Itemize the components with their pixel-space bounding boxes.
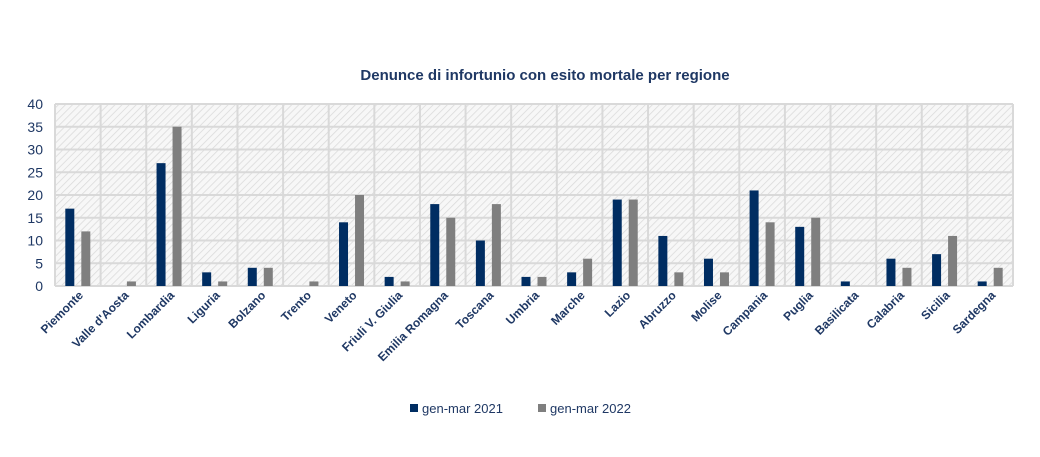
bar-2022 xyxy=(811,217,821,286)
legend-swatch xyxy=(538,404,546,412)
x-tick-label: Sardegna xyxy=(950,288,999,337)
bar-2022 xyxy=(537,276,547,286)
bar-2021 xyxy=(658,235,668,286)
x-tick-label: Veneto xyxy=(322,288,360,326)
x-tick-label: Calabria xyxy=(864,288,908,332)
x-tick-label: Piemonte xyxy=(38,288,86,336)
bar-2021 xyxy=(749,190,759,286)
x-tick-label: Umbria xyxy=(503,288,542,327)
y-tick-label: 15 xyxy=(27,210,43,226)
bar-2021 xyxy=(521,276,531,286)
bar-2021 xyxy=(430,204,440,286)
y-tick-label: 0 xyxy=(35,278,43,294)
x-tick-label: Puglia xyxy=(780,288,816,324)
y-tick-label: 10 xyxy=(27,233,43,249)
bar-2021 xyxy=(339,222,349,286)
bar-2022 xyxy=(583,258,593,286)
bar-2021 xyxy=(202,272,212,286)
bar-2022 xyxy=(765,222,775,286)
legend-label: gen-mar 2021 xyxy=(422,401,503,416)
bar-2022 xyxy=(491,204,501,286)
bar-2022 xyxy=(948,235,958,286)
x-tick-label: Campania xyxy=(720,288,771,339)
x-tick-label: Molise xyxy=(688,288,725,325)
x-tick-label: Basilicata xyxy=(812,288,862,338)
bar-2022 xyxy=(993,267,1003,286)
bar-2021 xyxy=(932,254,942,286)
bar-2021 xyxy=(567,272,577,286)
x-tick-label: Liguria xyxy=(185,288,223,326)
x-tick-label: Marche xyxy=(548,288,588,328)
y-tick-label: 5 xyxy=(35,255,43,271)
bar-2021 xyxy=(886,258,896,286)
bar-2021 xyxy=(247,267,257,286)
y-tick-label: 20 xyxy=(27,187,43,203)
bar-2021 xyxy=(384,276,394,286)
y-tick-label: 40 xyxy=(27,96,43,112)
legend-swatch xyxy=(410,404,418,412)
bar-2021 xyxy=(703,258,713,286)
bar-2021 xyxy=(475,240,485,286)
bar-2021 xyxy=(977,281,987,286)
x-tick-label: Bolzano xyxy=(226,288,269,331)
bar-2021 xyxy=(156,163,166,286)
y-tick-label: 30 xyxy=(27,142,43,158)
bar-2022 xyxy=(719,272,729,286)
x-tick-label: Lazio xyxy=(602,288,634,320)
bar-2021 xyxy=(65,208,75,286)
bar-2022 xyxy=(355,195,365,286)
legend-label: gen-mar 2022 xyxy=(550,401,631,416)
bar-2022 xyxy=(902,267,912,286)
bar-2022 xyxy=(628,199,638,286)
bar-2022 xyxy=(446,217,456,286)
bar-2021 xyxy=(612,199,622,286)
y-tick-label: 25 xyxy=(27,164,43,180)
bar-2021 xyxy=(840,281,850,286)
bar-2022 xyxy=(400,281,410,286)
bar-2022 xyxy=(309,281,319,286)
x-tick-label: Toscana xyxy=(453,288,497,332)
x-tick-label: Abruzzo xyxy=(636,288,679,331)
y-tick-label: 35 xyxy=(27,119,43,135)
bar-2022 xyxy=(126,281,136,286)
bar-2022 xyxy=(81,231,91,286)
bar-2022 xyxy=(263,267,273,286)
chart-title: Denunce di infortunio con esito mortale … xyxy=(360,67,729,84)
x-tick-label: Trento xyxy=(278,288,314,324)
bar-2022 xyxy=(218,281,228,286)
bar-2022 xyxy=(172,126,182,286)
x-tick-label: Sicilia xyxy=(918,288,953,323)
x-tick-label: Lombardia xyxy=(124,288,178,342)
bar-2022 xyxy=(674,272,684,286)
bar-2021 xyxy=(795,226,805,286)
